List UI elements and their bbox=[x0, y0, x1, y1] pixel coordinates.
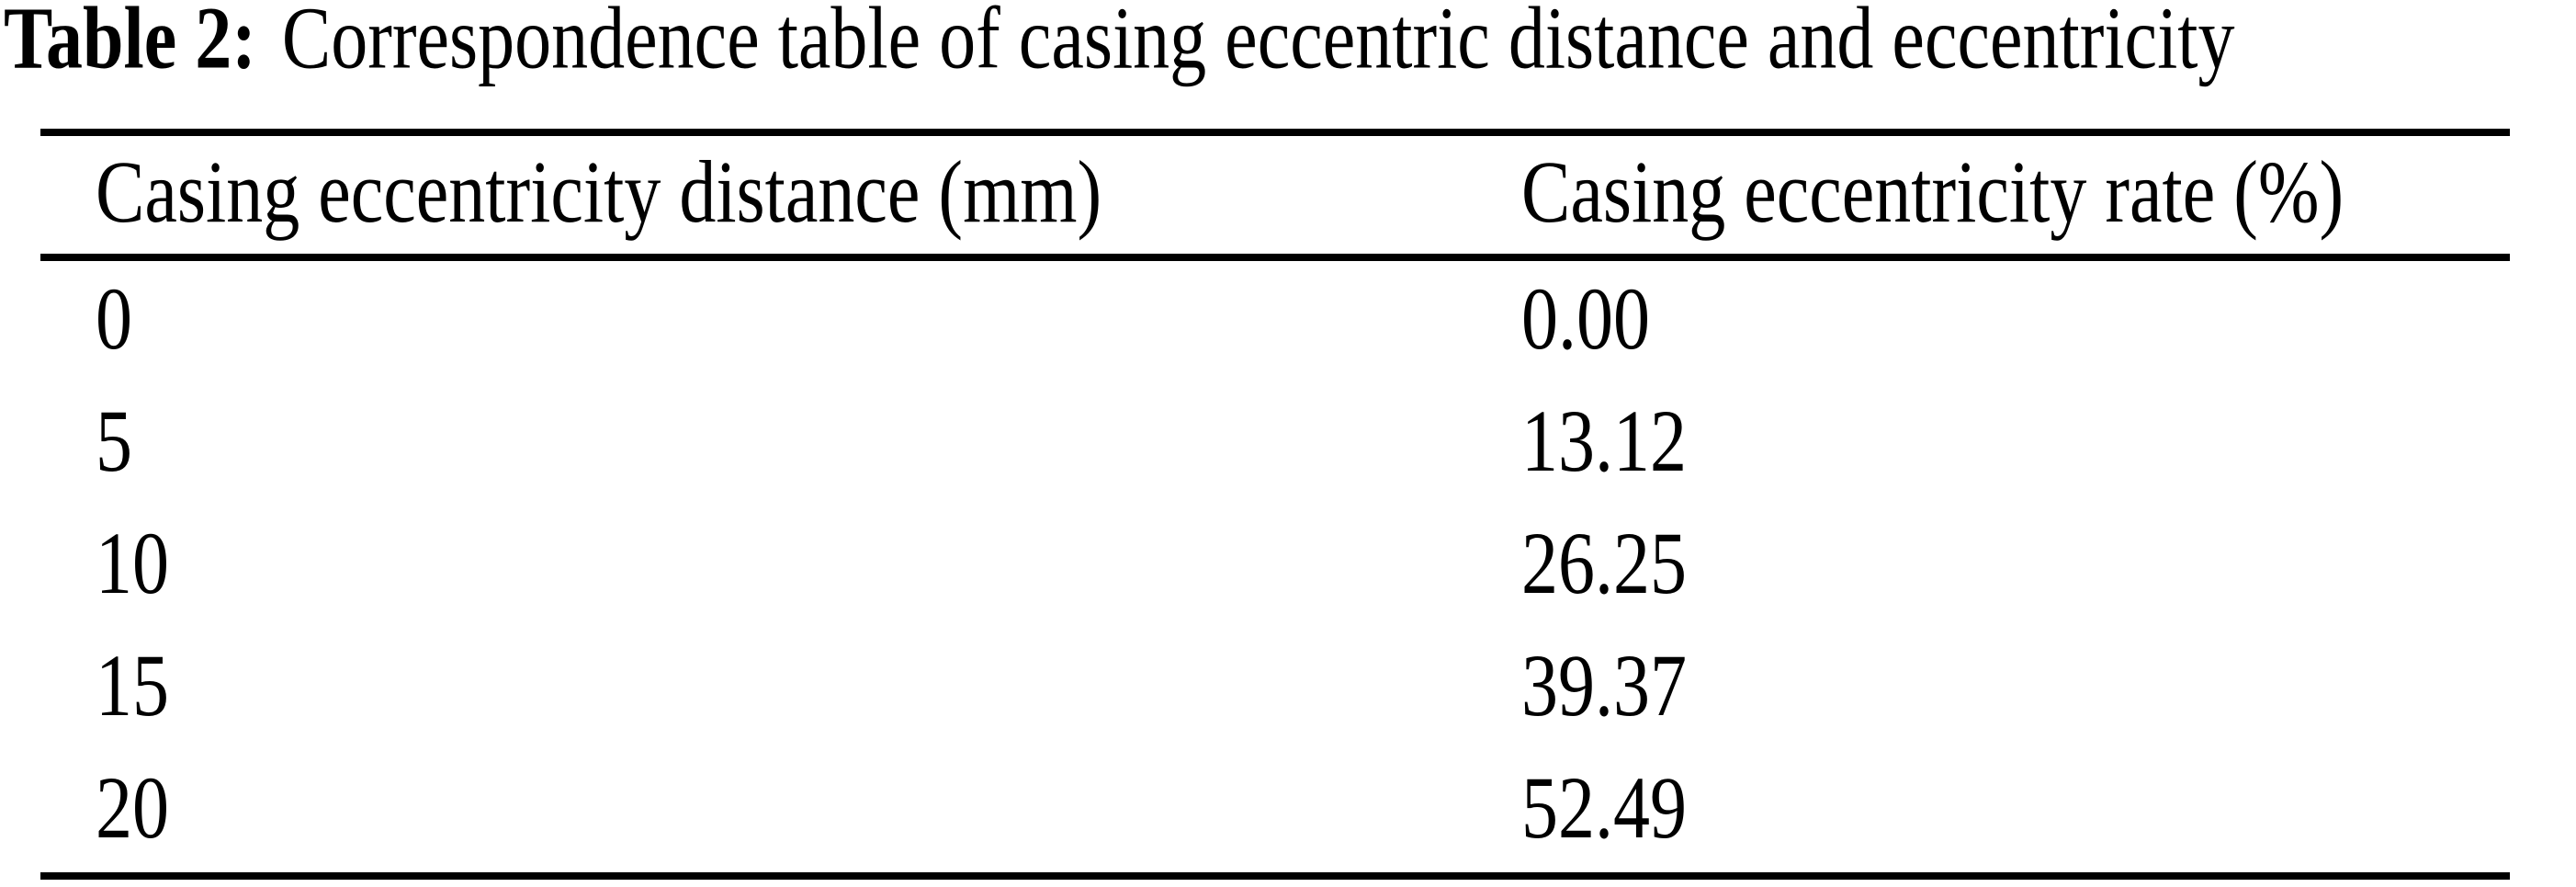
column-header-rate-label: Casing eccentricity rate (%) bbox=[1521, 143, 2344, 242]
column-header-distance-label: Casing eccentricity distance (mm) bbox=[96, 143, 1102, 242]
table-caption-text: Correspondence table of casing eccentric… bbox=[281, 0, 2235, 88]
table-header-row: Casing eccentricity distance (mm) Casing… bbox=[40, 136, 2510, 254]
data-table: Casing eccentricity distance (mm) Casing… bbox=[40, 129, 2510, 880]
table-caption-label: Table 2: bbox=[4, 0, 256, 88]
cell-distance: 20 bbox=[40, 760, 1521, 858]
cell-distance: 0 bbox=[40, 271, 1521, 369]
table-caption: Table 2: Correspondence table of casing e… bbox=[4, 0, 2235, 92]
cell-rate: 39.37 bbox=[1521, 638, 2510, 735]
table-row: 5 13.12 bbox=[40, 383, 2510, 506]
cell-distance-value: 0 bbox=[96, 270, 132, 369]
cell-rate-value: 39.37 bbox=[1521, 637, 1687, 735]
table-rule-header-bottom bbox=[40, 254, 2510, 261]
table-row: 0 0.00 bbox=[40, 261, 2510, 383]
cell-distance-value: 15 bbox=[96, 637, 169, 735]
column-header-distance: Casing eccentricity distance (mm) bbox=[40, 143, 1521, 241]
cell-rate-value: 26.25 bbox=[1521, 515, 1687, 613]
table-row: 10 26.25 bbox=[40, 506, 2510, 628]
cell-distance-value: 5 bbox=[96, 392, 132, 491]
cell-rate: 13.12 bbox=[1521, 393, 2510, 491]
cell-distance: 10 bbox=[40, 516, 1521, 613]
cell-rate: 0.00 bbox=[1521, 271, 2510, 369]
cell-distance: 15 bbox=[40, 638, 1521, 735]
table-row: 15 39.37 bbox=[40, 628, 2510, 750]
column-header-rate: Casing eccentricity rate (%) bbox=[1521, 143, 2510, 241]
cell-rate: 26.25 bbox=[1521, 516, 2510, 613]
cell-distance-value: 20 bbox=[96, 759, 169, 858]
cell-rate-value: 52.49 bbox=[1521, 759, 1687, 858]
table-rule-bottom bbox=[40, 872, 2510, 880]
cell-distance-value: 10 bbox=[96, 515, 169, 613]
table-rule-top bbox=[40, 129, 2510, 136]
table-row: 20 52.49 bbox=[40, 750, 2510, 872]
cell-distance: 5 bbox=[40, 393, 1521, 491]
cell-rate-value: 13.12 bbox=[1521, 392, 1687, 491]
cell-rate: 52.49 bbox=[1521, 760, 2510, 858]
cell-rate-value: 0.00 bbox=[1521, 270, 1650, 369]
